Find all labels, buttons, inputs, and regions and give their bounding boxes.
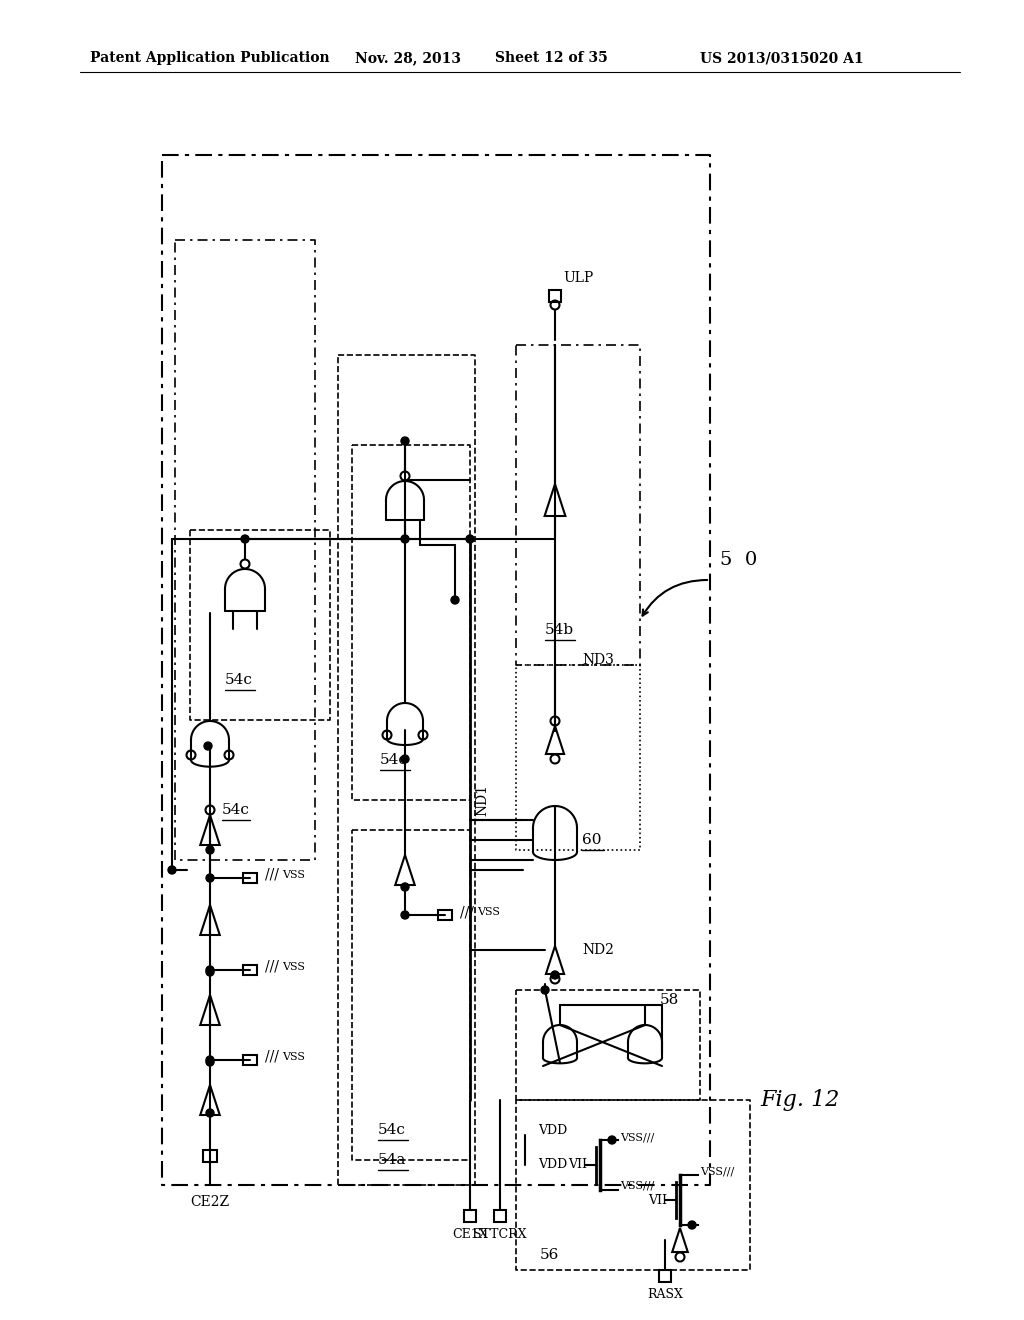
Text: 54c: 54c (225, 673, 253, 686)
Bar (243, 873, 257, 883)
Text: 58: 58 (660, 993, 679, 1007)
Circle shape (541, 986, 549, 994)
Circle shape (204, 742, 212, 750)
Text: Sheet 12 of 35: Sheet 12 of 35 (495, 51, 608, 65)
Text: VII: VII (568, 1159, 588, 1172)
Circle shape (241, 535, 249, 543)
Circle shape (206, 966, 214, 974)
Text: ND3: ND3 (582, 653, 613, 667)
Text: VDD: VDD (538, 1123, 567, 1137)
Text: VSS: VSS (282, 870, 305, 880)
Bar (203, 1150, 217, 1162)
Text: Nov. 28, 2013: Nov. 28, 2013 (355, 51, 461, 65)
Text: CE1X: CE1X (453, 1228, 487, 1241)
Text: STTCRX: STTCRX (473, 1228, 526, 1241)
Text: ///: /// (265, 1049, 279, 1064)
Text: 56: 56 (540, 1247, 559, 1262)
Text: 54a: 54a (378, 1152, 407, 1167)
Text: ND2: ND2 (582, 942, 613, 957)
Bar (243, 965, 257, 975)
Text: 60: 60 (582, 833, 601, 847)
Circle shape (206, 968, 214, 975)
Text: 54c: 54c (222, 803, 250, 817)
Text: VSS: VSS (477, 907, 500, 917)
Circle shape (168, 866, 176, 874)
Circle shape (206, 1109, 214, 1117)
Text: ///: /// (460, 906, 474, 919)
Bar (494, 1210, 506, 1222)
Circle shape (206, 1056, 214, 1064)
Bar (243, 1055, 257, 1065)
Circle shape (401, 437, 409, 445)
Text: Fig. 12: Fig. 12 (760, 1089, 840, 1111)
Text: Patent Application Publication: Patent Application Publication (90, 51, 330, 65)
Circle shape (206, 1059, 214, 1067)
Text: VSS///: VSS/// (620, 1133, 654, 1142)
Text: 54b: 54b (545, 623, 574, 638)
Circle shape (608, 1137, 616, 1144)
Text: ///: /// (265, 869, 279, 882)
Circle shape (401, 911, 409, 919)
Circle shape (401, 755, 409, 763)
Text: ND1: ND1 (475, 784, 489, 816)
Text: VSS: VSS (282, 962, 305, 972)
Bar (659, 1270, 671, 1282)
Circle shape (206, 846, 214, 854)
Circle shape (688, 1221, 696, 1229)
Bar (549, 290, 561, 302)
Circle shape (401, 883, 409, 891)
Text: US 2013/0315020 A1: US 2013/0315020 A1 (700, 51, 863, 65)
Circle shape (551, 972, 559, 979)
Text: VSS///: VSS/// (700, 1167, 734, 1177)
Circle shape (466, 535, 474, 543)
Text: CE2Z: CE2Z (190, 1195, 229, 1209)
Circle shape (451, 597, 459, 605)
Text: ULP: ULP (563, 271, 593, 285)
Text: VII: VII (648, 1193, 668, 1206)
Circle shape (206, 874, 214, 882)
Bar (438, 909, 452, 920)
Bar (464, 1210, 476, 1222)
Text: VSS///: VSS/// (620, 1180, 654, 1191)
Text: RASX: RASX (647, 1288, 683, 1302)
Circle shape (401, 535, 409, 543)
Text: VDD: VDD (538, 1159, 567, 1172)
Text: 5  0: 5 0 (720, 550, 758, 569)
Text: VSS: VSS (282, 1052, 305, 1063)
Text: ///: /// (265, 960, 279, 974)
Text: 54c: 54c (378, 1123, 406, 1137)
Text: 54c: 54c (380, 752, 408, 767)
